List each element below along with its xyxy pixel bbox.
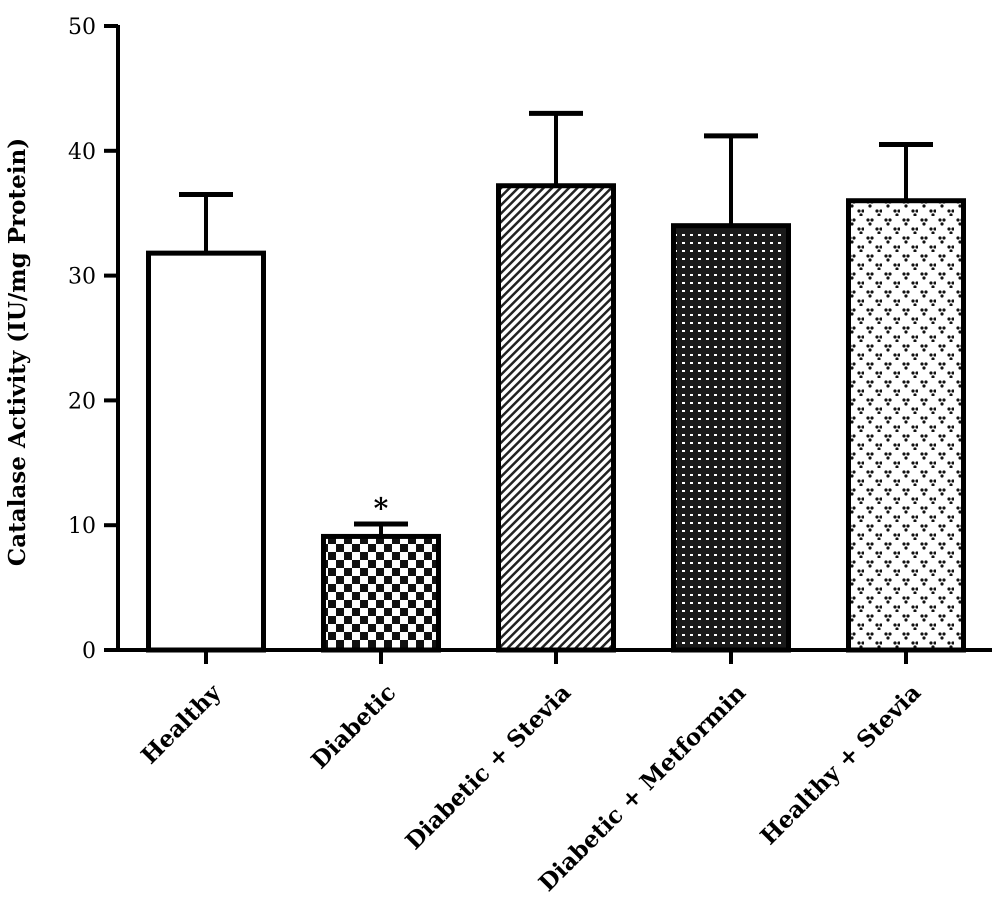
y-tick-label: 40 — [68, 140, 96, 165]
x-tick-label: Diabetic + Stevia — [400, 679, 576, 855]
y-axis: 0 10 20 30 40 50 — [68, 15, 120, 664]
bar — [496, 183, 616, 653]
x-tick-label: Healthy + Stevia — [755, 679, 926, 850]
y-tick-label: 50 — [68, 15, 96, 40]
y-tick-label: 10 — [68, 514, 96, 539]
bar — [671, 223, 791, 653]
y-tick-label: 0 — [82, 639, 96, 664]
bars: Healthy Diabetic Diabetic + SteviaDiabetic… — [136, 110, 966, 897]
y-tick-label: 20 — [68, 389, 96, 414]
x-tick-label: Diabetic + Metformin — [534, 679, 752, 897]
bar — [846, 198, 966, 653]
significance-asterisk: * — [374, 492, 389, 525]
x-tick-label: Healthy — [136, 679, 227, 770]
bar — [321, 533, 441, 653]
y-axis-title: Catalase Activity (IU/mg Protein) — [4, 138, 31, 566]
bar — [146, 250, 266, 653]
y-tick-label: 30 — [68, 265, 96, 290]
x-tick-label: Diabetic — [306, 679, 401, 774]
